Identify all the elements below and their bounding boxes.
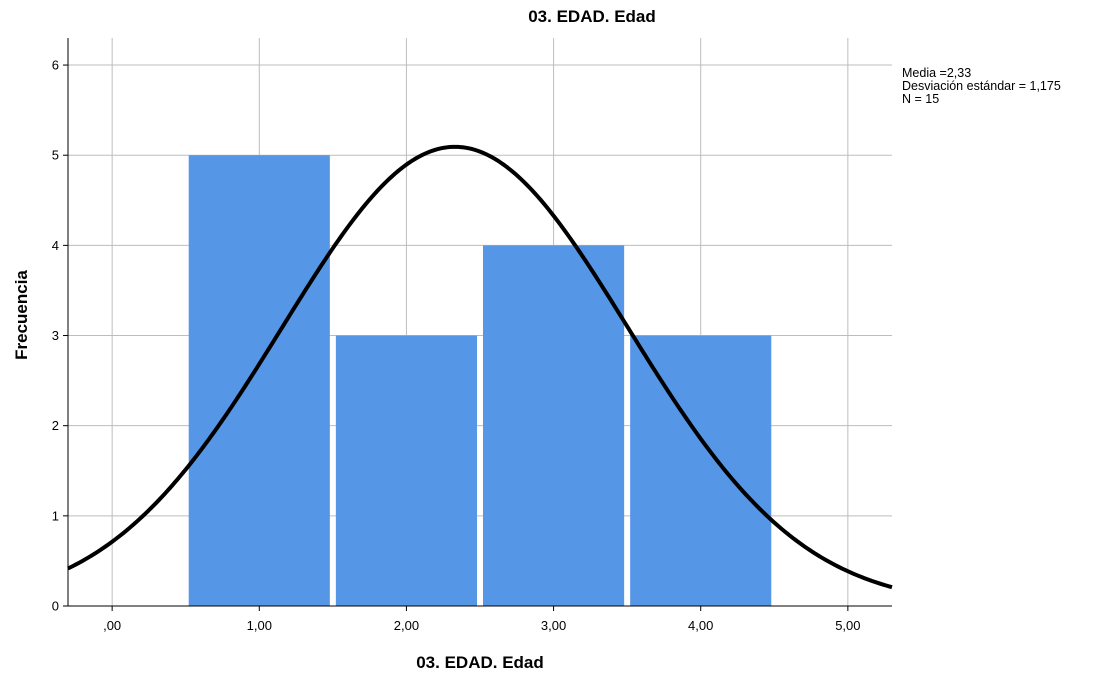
chart-title: 03. EDAD. Edad xyxy=(528,7,656,26)
y-tick-label: 4 xyxy=(52,238,59,253)
stat-n: N = 15 xyxy=(902,92,939,106)
histogram-bar xyxy=(630,335,772,606)
x-tick-label: 5,00 xyxy=(835,618,860,633)
x-tick-label: 4,00 xyxy=(688,618,713,633)
x-tick-label: ,00 xyxy=(103,618,121,633)
y-tick-label: 5 xyxy=(52,148,59,163)
histogram-bar xyxy=(335,335,477,606)
x-tick-label: 3,00 xyxy=(541,618,566,633)
x-axis-label: 03. EDAD. Edad xyxy=(416,653,544,672)
y-tick-label: 6 xyxy=(52,58,59,73)
tick-labels: ,00 1,00 2,00 3,00 4,00 5,00 0 1 2 3 4 5 6 xyxy=(52,58,861,633)
stat-mean: Media =2,33 xyxy=(902,66,971,80)
normal-curve-layer xyxy=(67,144,893,590)
y-tick-label: 2 xyxy=(52,418,59,433)
histogram-bar xyxy=(483,245,625,606)
y-tick-label: 1 xyxy=(52,508,59,523)
stat-std: Desviación estándar = 1,175 xyxy=(902,79,1061,93)
axes xyxy=(63,38,892,611)
histogram-bar xyxy=(188,155,330,606)
stats-box: Media =2,33 Desviación estándar = 1,175 … xyxy=(902,66,1061,106)
normal-curve xyxy=(67,144,893,590)
histogram-bars xyxy=(188,155,772,606)
y-axis-label: Frecuencia xyxy=(12,270,31,360)
x-tick-label: 1,00 xyxy=(247,618,272,633)
x-tick-label: 2,00 xyxy=(394,618,419,633)
y-tick-label: 3 xyxy=(52,328,59,343)
y-tick-label: 0 xyxy=(52,599,59,614)
